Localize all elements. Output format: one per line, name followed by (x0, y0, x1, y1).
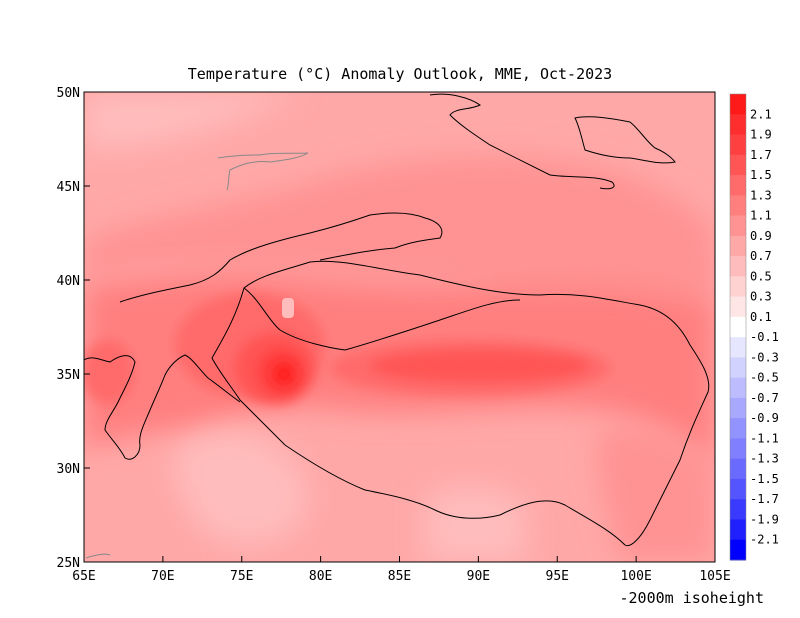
y-tick-label: 25N (57, 556, 80, 571)
band-south-light (174, 431, 308, 545)
colorbar-swatch (730, 499, 746, 520)
band-small-light (282, 298, 294, 318)
colorbar-label: 1.1 (750, 209, 772, 223)
colorbar-swatch (730, 134, 746, 156)
colorbar-label: 0.9 (750, 229, 772, 243)
colorbar-swatch (730, 215, 746, 237)
colorbar-swatch (730, 438, 746, 460)
band-karakoram-21 (273, 363, 295, 385)
colorbar-swatch (730, 276, 746, 298)
colorbar-swatch (730, 256, 746, 277)
colorbar-frame (729, 93, 747, 561)
y-tick-label: 45N (57, 180, 80, 195)
x-tick-label: 80E (309, 569, 332, 584)
tienshan-boundary (119, 212, 443, 303)
x-tick-label: 65E (72, 569, 95, 584)
colorbar-label: 1.3 (750, 188, 772, 202)
small-sw-contour (85, 553, 111, 559)
colorbar-swatch (730, 478, 746, 500)
band-northwest-light (84, 92, 300, 150)
colorbar: 2.1 1.9 1.7 1.5 1.3 1.1 0.9 0.7 0.5 0.3 0.1 -0.1 -0.… (729, 93, 779, 561)
x-tick-label: 85E (388, 569, 411, 584)
colorbar-label: -0.5 (750, 371, 779, 385)
colorbar-label: 0.3 (750, 290, 772, 304)
colorbar-swatch (730, 195, 746, 217)
colorbar-swatch (730, 154, 746, 176)
tibet-plateau-outline (211, 260, 710, 547)
x-tick-label: 70E (151, 569, 174, 584)
band-west-13 (84, 340, 134, 404)
band-southeast-09 (597, 427, 715, 562)
plot-area (84, 92, 715, 562)
colorbar-label: -0.1 (750, 330, 779, 344)
colorbar-label: -0.7 (750, 391, 779, 405)
x-tick-label: 90E (467, 569, 490, 584)
northeast-lake (574, 116, 676, 164)
inner-boundary (243, 287, 521, 351)
band-tibet-15 (370, 350, 590, 382)
colorbar-label: 1.7 (750, 148, 772, 162)
x-tick-label: 100E (620, 569, 651, 584)
colorbar-label: 0.1 (750, 310, 772, 324)
colorbar-swatch (730, 519, 746, 541)
colorbar-label: -1.7 (750, 492, 779, 506)
colorbar-label: 0.7 (750, 249, 772, 263)
colorbar-label: -1.1 (750, 431, 779, 445)
northern-outline (429, 93, 615, 190)
colorbar-swatch (730, 418, 746, 439)
colorbar-label: 0.5 (750, 269, 772, 283)
band-south-left-07 (84, 477, 175, 562)
colorbar-swatch (730, 357, 746, 379)
boundaries (84, 93, 710, 559)
x-axis: 65E 70E 75E 80E 85E 90E 95E 100E 105E (72, 556, 731, 584)
colorbar-swatch (730, 458, 746, 480)
colorbar-swatch (730, 175, 746, 196)
x-tick-label: 75E (230, 569, 253, 584)
colorbar-swatch (730, 296, 746, 318)
y-tick-label: 40N (57, 274, 80, 289)
colorbar-label: -1.9 (750, 512, 779, 526)
pamir-outline (84, 354, 241, 460)
colorbar-swatch (730, 235, 746, 257)
colorbar-swatch (730, 114, 746, 136)
colorbar-swatch (730, 377, 746, 399)
band-north-07 (84, 156, 715, 300)
y-tick-label: 30N (57, 462, 80, 477)
colorbar-label: 1.5 (750, 168, 772, 182)
colorbar-label: 2.1 (750, 107, 772, 121)
colorbar-swatch (730, 316, 746, 338)
band-south-right-light (425, 487, 525, 562)
y-axis: 25N 30N 35N 40N 45N 50N (57, 86, 90, 571)
colorbar-label: -0.9 (750, 411, 779, 425)
colorbar-label: -1.3 (750, 452, 779, 466)
y-tick-label: 35N (57, 368, 80, 383)
colorbar-swatch (730, 397, 746, 419)
chart-title: Temperature (°C) Anomaly Outlook, MME, O… (188, 65, 612, 83)
colorbar-swatch (730, 337, 746, 358)
x-tick-label: 95E (546, 569, 569, 584)
colorbar-label: -1.5 (750, 472, 779, 486)
colorbar-label: 1.9 (750, 128, 772, 142)
x-tick-label: 105E (699, 569, 730, 584)
colorbar-swatch (730, 539, 746, 561)
isoheight-note: -2000m isoheight (620, 589, 765, 607)
anomaly-bands (84, 92, 715, 562)
lake-balkhash (217, 152, 309, 191)
colorbar-swatch (730, 94, 746, 115)
y-tick-label: 50N (57, 86, 80, 101)
colorbar-label: -0.3 (750, 350, 779, 364)
colorbar-label: -2.1 (750, 533, 779, 547)
